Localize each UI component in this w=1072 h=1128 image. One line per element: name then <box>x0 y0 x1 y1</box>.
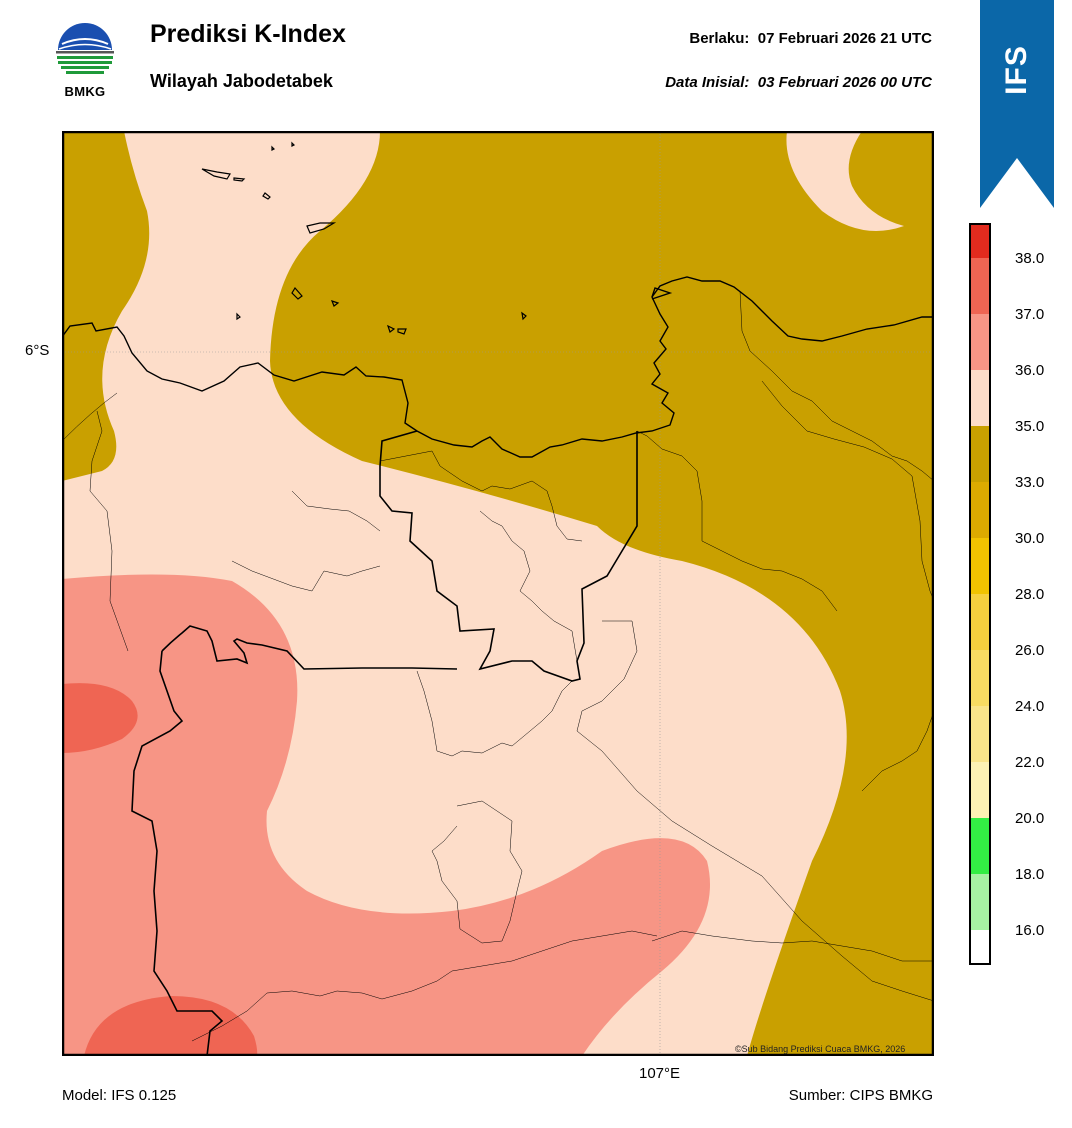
colorbar-segment <box>970 482 990 538</box>
colorbar-segment <box>970 650 990 706</box>
init-label: Data Inisial: <box>665 74 750 91</box>
model-label: Model: IFS 0.125 <box>62 1087 177 1104</box>
colorbar-tick-label: 24.0 <box>1015 698 1045 715</box>
k-zone-37-38 <box>84 996 258 1056</box>
colorbar-segment <box>970 706 990 762</box>
init-time: Data Inisial: 03 Februari 2026 00 UTC <box>665 74 932 91</box>
colorbar-segment <box>970 370 990 426</box>
page-title: Prediksi K-Index <box>150 20 346 48</box>
colorbar-tick-label: 28.0 <box>1015 586 1045 603</box>
province-border <box>161 625 458 670</box>
colorbar-segment <box>970 930 990 964</box>
colorbar-tick-label: 35.0 <box>1015 418 1045 435</box>
model-ribbon <box>980 0 1054 208</box>
colorbar-segment <box>970 594 990 650</box>
ribbon-label: IFS <box>980 38 1054 102</box>
islands <box>201 141 527 335</box>
source-label: Sumber: CIPS BMKG <box>788 1087 933 1104</box>
colorbar-tick-label: 26.0 <box>1015 642 1045 659</box>
valid-time: Berlaku: 07 Februari 2026 21 UTC <box>689 30 932 47</box>
k-zone-35-36 <box>786 131 904 231</box>
region-subtitle: Wilayah Jabodetabek <box>150 71 333 91</box>
province-border <box>379 430 638 682</box>
colorbar-segment <box>970 426 990 482</box>
k-zone-33-35 <box>62 131 150 481</box>
colorbar-tick-label: 37.0 <box>1015 306 1045 323</box>
longitude-label: 107°E <box>639 1065 681 1082</box>
colorbar-tick-label: 22.0 <box>1015 754 1045 771</box>
colorbar-tick-label: 38.0 <box>1015 250 1045 267</box>
colorbar-tick-label: 36.0 <box>1015 362 1045 379</box>
colorbar-segment <box>970 258 990 314</box>
k-zone-37-38 <box>62 683 138 753</box>
bmkg-logo-icon <box>56 23 114 74</box>
map-credit: ©Sub Bidang Prediksi Cuaca BMKG, 2026 <box>735 1044 906 1054</box>
valid-label: Berlaku: <box>689 30 750 47</box>
province-border <box>131 650 224 1056</box>
colorbar-segment <box>970 224 990 258</box>
init-value: 03 Februari 2026 00 UTC <box>757 74 932 91</box>
colorbar-tick-label: 20.0 <box>1015 810 1045 827</box>
k-index-colorbar <box>969 223 991 965</box>
logo-text: BMKG <box>64 84 106 99</box>
colorbar-segment <box>970 314 990 370</box>
colorbar-segment <box>970 538 990 594</box>
valid-value: 07 Februari 2026 21 UTC <box>757 30 932 47</box>
colorbar-tick-label: 16.0 <box>1015 922 1045 939</box>
latitude-label: 6°S <box>25 342 50 359</box>
colorbar-segment <box>970 762 990 818</box>
coastline <box>62 287 675 458</box>
colorbar-tick-label: 30.0 <box>1015 530 1045 547</box>
coastline <box>651 276 934 342</box>
k-zone-33-35 <box>270 131 934 1056</box>
map-frame <box>62 131 934 1056</box>
k-index-map <box>62 131 934 1056</box>
colorbar-tick-label: 33.0 <box>1015 474 1045 491</box>
colorbar-segment <box>970 818 990 874</box>
colorbar-tick-label: 18.0 <box>1015 866 1045 883</box>
colorbar-segment <box>970 874 990 930</box>
ribbon-text: IFS <box>999 45 1033 95</box>
district-borders <box>62 290 934 1042</box>
k-zone-36-37 <box>62 574 710 1056</box>
